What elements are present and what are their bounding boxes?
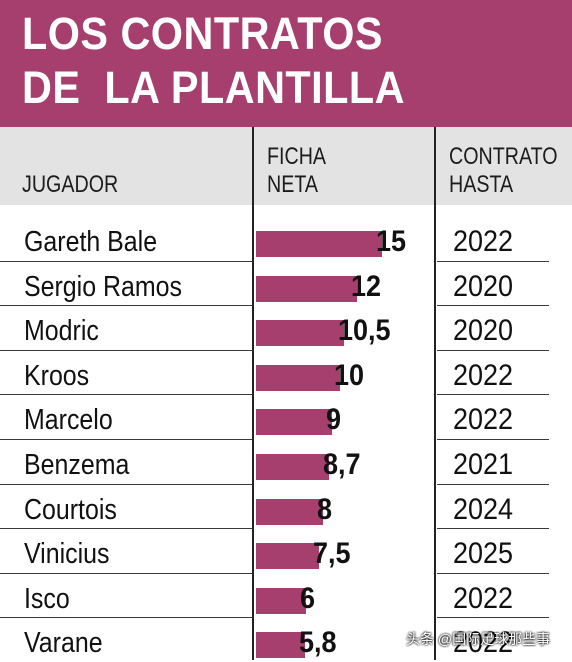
- table-row: Courtois 8 2024: [0, 485, 572, 530]
- row-divider: [0, 572, 253, 574]
- row-divider: [0, 438, 253, 440]
- player-name: Varane: [24, 627, 103, 660]
- player-name: Benzema: [24, 449, 130, 481]
- salary-bar: [256, 364, 340, 391]
- row-divider: [0, 617, 253, 619]
- salary-value-label: 9: [325, 403, 341, 437]
- row-divider: [437, 572, 549, 574]
- table-row: Gareth Bale 15 2022: [0, 217, 572, 262]
- row-divider: [437, 260, 549, 262]
- player-name: Courtois: [24, 493, 117, 526]
- header-salary-line-2: NETA: [267, 171, 319, 198]
- salary-value-label: 7,5: [313, 537, 351, 571]
- row-divider: [437, 528, 549, 530]
- contract-year: 2022: [453, 225, 514, 258]
- row-divider: [0, 394, 253, 396]
- player-name: Isco: [24, 582, 70, 615]
- table-row: Vinicius 7,5 2025: [0, 529, 572, 574]
- salary-bar: [256, 632, 305, 659]
- header-contract-line-1: CONTRATO: [449, 143, 558, 170]
- player-name: Vinicius: [24, 538, 110, 571]
- salary-bar: [256, 587, 307, 614]
- salary-value-label: 10: [334, 358, 365, 392]
- column-divider-left: [252, 127, 254, 660]
- salary-value-label: 8: [317, 492, 333, 526]
- row-divider: [437, 349, 549, 351]
- row-divider: [437, 617, 549, 619]
- salary-bar: [256, 320, 345, 347]
- row-divider: [437, 305, 549, 307]
- row-divider: [0, 260, 253, 262]
- header-salary-line-1: FICHA: [267, 143, 327, 170]
- column-divider-right: [434, 127, 436, 660]
- salary-bar: [256, 498, 324, 525]
- player-name: Sergio Ramos: [24, 270, 183, 303]
- player-name: Modric: [24, 315, 99, 348]
- title-banner: LOS CONTRATOS DE LA PLANTILLA: [0, 0, 572, 127]
- title-line-1: LOS CONTRATOS: [22, 8, 383, 59]
- table-row: Marcelo 9 2022: [0, 395, 572, 440]
- player-name: Gareth Bale: [24, 226, 158, 258]
- title-line-2: DE LA PLANTILLA: [22, 62, 405, 113]
- contract-year: 2024: [453, 492, 514, 526]
- header-contract-line-2: HASTA: [449, 171, 514, 198]
- row-divider: [437, 483, 549, 485]
- row-divider: [0, 305, 253, 307]
- table-row: Sergio Ramos 12 2020: [0, 262, 572, 307]
- row-divider: [0, 483, 253, 485]
- contract-year: 2022: [453, 581, 514, 615]
- table-row: Modric 10,5 2020: [0, 306, 572, 351]
- header-player: JUGADOR: [22, 171, 119, 198]
- salary-value-label: 6: [300, 581, 316, 615]
- contract-year: 2025: [453, 537, 514, 571]
- salary-bar: [256, 231, 382, 257]
- table-row: Varane 5,8 2022: [0, 618, 572, 662]
- row-divider: [0, 528, 253, 530]
- contract-year: 2022: [453, 626, 514, 660]
- table-row: Kroos 10 2022: [0, 351, 572, 396]
- contract-year: 2020: [453, 269, 514, 303]
- salary-value-label: 10,5: [338, 314, 391, 348]
- salary-bar: [256, 275, 357, 302]
- salary-bar: [256, 454, 330, 480]
- salary-value-label: 8,7: [323, 448, 361, 481]
- contract-year: 2022: [453, 358, 514, 392]
- row-divider: [437, 394, 549, 396]
- row-divider: [0, 349, 253, 351]
- watermark: 头条 @国际足球那些事: [406, 631, 551, 647]
- salary-value-label: 12: [350, 269, 381, 303]
- table-row: Isco 6 2022: [0, 574, 572, 619]
- salary-bar: [256, 543, 319, 570]
- row-divider: [437, 438, 549, 440]
- salary-bar: [256, 409, 332, 436]
- player-name: Marcelo: [24, 404, 113, 437]
- contract-year: 2022: [453, 403, 514, 437]
- column-header-band: JUGADOR FICHA NETA CONTRATO HASTA: [0, 127, 572, 205]
- player-name: Kroos: [24, 359, 90, 392]
- salary-value-label: 5,8: [298, 626, 337, 660]
- table-row: Benzema 8,7 2021: [0, 440, 572, 485]
- salary-value-label: 15: [376, 225, 407, 258]
- contract-year: 2021: [453, 448, 514, 481]
- contract-year: 2020: [453, 314, 514, 348]
